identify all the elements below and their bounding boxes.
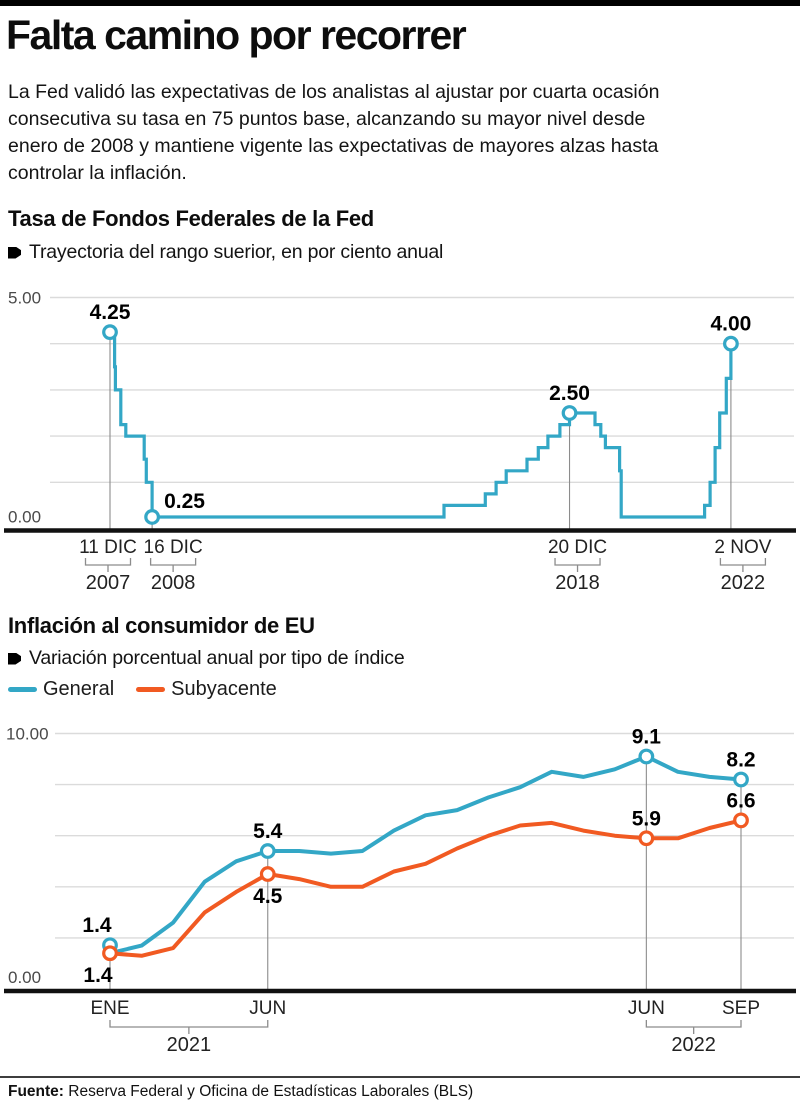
chart-text-label: 2.50 xyxy=(549,382,590,405)
data-point-marker xyxy=(638,830,655,847)
fed-rate-step-line xyxy=(110,330,733,519)
chart-text-label: 20 DIC xyxy=(548,537,607,558)
data-point-marker xyxy=(723,335,739,352)
chart-text-label: 10.00 xyxy=(6,725,49,744)
chart-text-label: 8.2 xyxy=(726,748,755,771)
data-point-marker xyxy=(561,405,578,421)
fed-chart-subtitle-text: Trayectoria del rango suerior, en por ci… xyxy=(29,241,444,263)
page-title: Falta camino por recorrer xyxy=(6,12,467,58)
year-bracket xyxy=(554,558,601,572)
chart-text-label: 2018 xyxy=(555,572,600,594)
chart-text-label: 2022 xyxy=(721,572,766,594)
fed-chart-title: Tasa de Fondos Federales de la Fed xyxy=(8,206,374,231)
chart-text-label: 5.9 xyxy=(632,807,661,830)
chart-text-label: 5.00 xyxy=(8,289,41,308)
data-point-marker xyxy=(259,866,276,882)
data-point-marker xyxy=(733,812,749,829)
chart-text-label: 2022 xyxy=(671,1034,716,1056)
fed-chart-subtitle: Trayectoria del rango suerior, en por ci… xyxy=(8,241,443,264)
data-point-marker xyxy=(102,324,118,341)
inflation-chart: 10.00 0.00 1.4 1.4 5.4 4.5 9.1 5.9 8.2 6.6 ENE JUN J… xyxy=(4,725,796,1056)
general-line xyxy=(108,754,743,956)
chart-text-label: SEP xyxy=(722,998,760,1019)
chart-text-label: 4.5 xyxy=(253,885,283,908)
year-bracket xyxy=(645,1020,742,1034)
intro-line: consecutiva su tasa en 75 puntos base, a… xyxy=(8,108,646,130)
chart-text-label: 16 DIC xyxy=(144,537,203,558)
chart-text-label: JUN xyxy=(628,998,665,1019)
chart-text-label: 0.00 xyxy=(8,968,41,987)
legend-label-subyacente: Subyacente xyxy=(171,678,277,700)
chart-text-label: 1.4 xyxy=(83,964,113,987)
data-point-marker xyxy=(102,945,118,962)
source-line: Fuente: Reserva Federal y Oficina de Est… xyxy=(8,1083,473,1101)
subyacente-line-swatch-icon xyxy=(136,686,166,693)
inflation-legend: General Subyacente xyxy=(8,678,277,701)
source-divider xyxy=(0,1076,800,1078)
chart-text-label: 2 NOV xyxy=(714,537,771,558)
chart-text-label: 2007 xyxy=(86,572,131,594)
year-bracket xyxy=(719,558,767,572)
chart-text-label: 2008 xyxy=(151,572,196,594)
chart-text-label: 1.4 xyxy=(82,914,112,937)
year-bracket xyxy=(149,558,197,572)
data-point-marker xyxy=(638,748,655,765)
chart-text-label: JUN xyxy=(249,998,286,1019)
year-bracket xyxy=(84,558,132,572)
legend-item-general: General xyxy=(8,678,114,701)
chart-text-label: ENE xyxy=(90,998,129,1019)
chart-text-label: 11 DIC xyxy=(79,537,137,558)
source-label: Fuente: xyxy=(8,1083,64,1100)
chart-text-label: 0.00 xyxy=(8,508,41,527)
data-point-marker xyxy=(259,843,276,859)
legend-item-subyacente: Subyacente xyxy=(136,678,277,701)
year-bracket xyxy=(109,1020,269,1034)
data-point-marker xyxy=(733,771,749,788)
chart-text-label: 4.00 xyxy=(710,313,751,336)
chart-text-label: 9.1 xyxy=(632,725,662,748)
fed-funds-chart: 5.00 0.00 4.25 0.25 2.50 4.00 11 DIC 2007 16 DIC… xyxy=(4,289,796,594)
inflation-chart-subtitle: Variación porcentual anual por tipo de í… xyxy=(8,647,405,670)
chart-text-label: 0.25 xyxy=(164,490,205,513)
subyacente-line xyxy=(108,818,743,958)
intro-paragraph: La Fed validó las expectativas de los an… xyxy=(8,79,792,187)
square-bullet-icon xyxy=(8,652,21,665)
intro-line: La Fed validó las expectativas de los an… xyxy=(8,81,660,103)
general-line-swatch-icon xyxy=(8,686,37,693)
chart-text-label: 4.25 xyxy=(90,301,131,324)
intro-line: enero de 2008 y mantiene vigente las exp… xyxy=(8,135,659,157)
chart-text-label: 5.4 xyxy=(253,820,283,843)
inflation-chart-subtitle-text: Variación porcentual anual por tipo de í… xyxy=(29,647,405,669)
top-accent-bar xyxy=(0,0,800,6)
chart-text-label: 2021 xyxy=(167,1034,212,1056)
source-text: Reserva Federal y Oficina de Estadística… xyxy=(68,1083,474,1100)
chart-text-label: 6.6 xyxy=(726,789,755,812)
intro-line: controlar la inflación. xyxy=(8,162,187,184)
square-bullet-icon xyxy=(8,246,21,259)
legend-label-general: General xyxy=(43,678,115,700)
data-point-marker xyxy=(144,509,161,525)
inflation-chart-title: Inflación al consumidor de EU xyxy=(8,613,315,638)
